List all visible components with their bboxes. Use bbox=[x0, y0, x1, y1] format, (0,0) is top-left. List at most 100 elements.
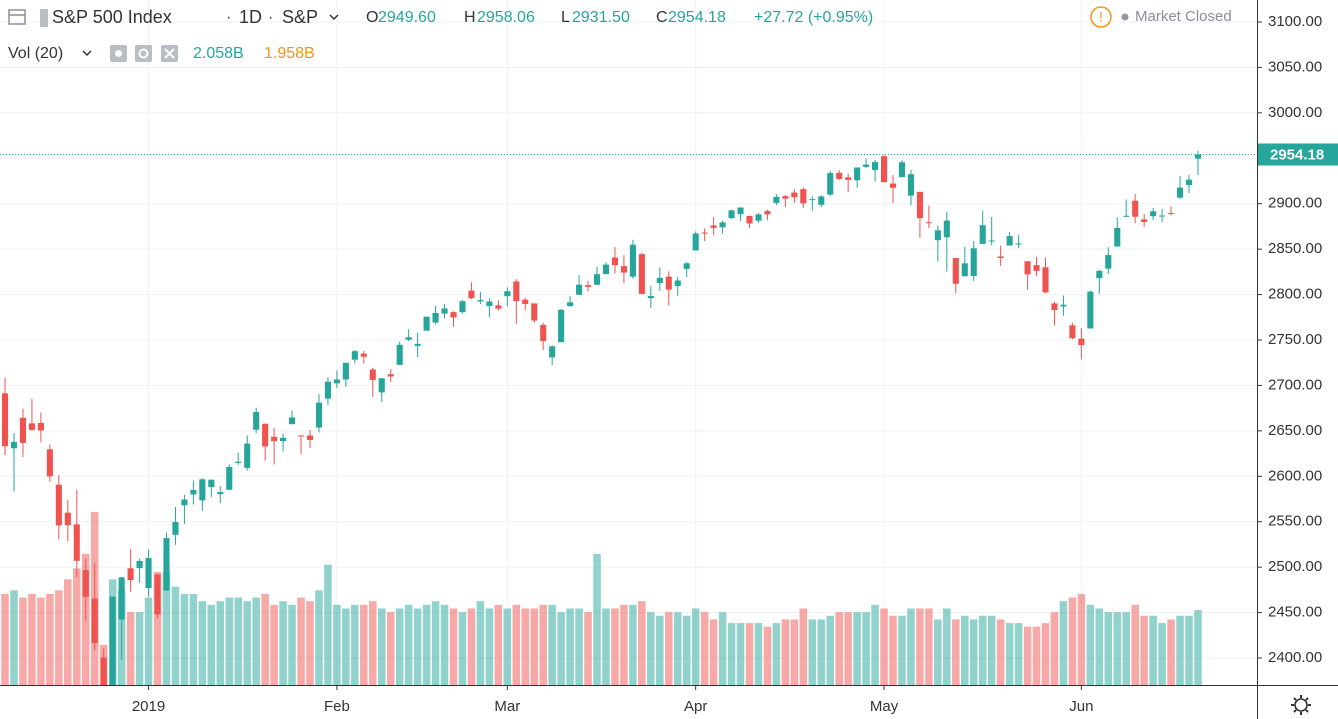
x-tick-label: Jun bbox=[1069, 698, 1093, 715]
candle-body bbox=[836, 172, 843, 179]
volume-bar bbox=[180, 593, 189, 685]
candle-body bbox=[845, 177, 852, 180]
volume-bar bbox=[252, 597, 260, 685]
close-value: 2954.18 bbox=[668, 9, 726, 26]
settings-icon-gear bbox=[138, 48, 149, 59]
candle-body bbox=[629, 244, 636, 277]
volume-bar bbox=[1041, 623, 1050, 685]
volume-bar bbox=[1149, 615, 1157, 685]
candle-body bbox=[163, 538, 170, 591]
volume-bar bbox=[1095, 608, 1104, 685]
volume-bar bbox=[826, 615, 834, 685]
grid bbox=[0, 0, 1257, 685]
candle-body bbox=[1141, 219, 1148, 223]
candle-body bbox=[558, 309, 565, 343]
candle-body bbox=[961, 263, 968, 277]
volume-bar bbox=[1032, 626, 1041, 685]
candle-body bbox=[73, 524, 80, 561]
candle-body bbox=[531, 303, 538, 321]
volume-bar bbox=[28, 593, 36, 685]
volume-bar bbox=[539, 604, 547, 685]
volume-bar bbox=[288, 604, 296, 685]
volume-bar bbox=[996, 619, 1005, 685]
candle-body bbox=[145, 558, 152, 589]
volume-bar bbox=[1086, 604, 1095, 685]
volume-bar bbox=[862, 612, 870, 685]
candle-body bbox=[226, 466, 233, 490]
candle-body bbox=[1168, 213, 1175, 215]
candle-body bbox=[567, 302, 574, 307]
candle-body bbox=[898, 162, 906, 178]
volume-bar bbox=[324, 564, 332, 685]
y-tick-label: 2900.00 bbox=[1268, 195, 1322, 212]
volume-bar bbox=[377, 608, 386, 685]
volume-bar bbox=[1185, 615, 1193, 685]
candle-body bbox=[1105, 255, 1112, 269]
menu-icon[interactable] bbox=[8, 9, 26, 25]
volume-bar bbox=[395, 608, 404, 685]
candle-body bbox=[387, 374, 394, 377]
volume-bar bbox=[781, 619, 790, 685]
chevron[interactable] bbox=[82, 50, 92, 57]
gear-teeth bbox=[1291, 695, 1311, 715]
volume-bar bbox=[126, 612, 135, 685]
volume-bar bbox=[207, 604, 216, 685]
candle-body bbox=[889, 183, 897, 188]
candle-body bbox=[289, 417, 296, 425]
volume-label[interactable]: Vol (20) bbox=[8, 45, 63, 62]
y-tick-label: 2550.00 bbox=[1268, 513, 1322, 530]
candle-body bbox=[800, 189, 807, 204]
volume-bar bbox=[476, 601, 485, 685]
volume-bar bbox=[647, 612, 655, 685]
settings-gear[interactable] bbox=[1291, 695, 1311, 715]
candle-body bbox=[1114, 227, 1121, 247]
volume-bar bbox=[745, 623, 754, 685]
volume-bar bbox=[37, 597, 45, 685]
x-tick-label: Mar bbox=[494, 698, 520, 715]
candle-body bbox=[414, 343, 421, 346]
candle-body bbox=[360, 353, 367, 357]
volume-bar bbox=[1131, 604, 1139, 685]
interval[interactable]: 1D bbox=[239, 7, 262, 27]
warning-icon[interactable] bbox=[1090, 6, 1112, 28]
volume-bar bbox=[342, 608, 350, 685]
high-label: H bbox=[464, 9, 476, 26]
open-value: 2949.60 bbox=[378, 9, 436, 26]
volume-bar bbox=[1104, 612, 1113, 685]
settings-icon[interactable] bbox=[135, 45, 152, 62]
volume-bar bbox=[1122, 612, 1130, 685]
candle-body bbox=[1015, 243, 1022, 245]
volume-bar bbox=[943, 608, 951, 685]
candle-body bbox=[172, 522, 179, 535]
candle-body bbox=[925, 222, 932, 224]
candle-body bbox=[602, 264, 610, 275]
volume-bar bbox=[485, 608, 494, 685]
candle-body bbox=[315, 402, 323, 428]
volume-bar bbox=[1, 593, 9, 685]
symbol[interactable]: S&P 500 Index bbox=[52, 7, 172, 27]
volume-bar bbox=[898, 615, 906, 685]
candle-body bbox=[423, 316, 430, 331]
volume-bar bbox=[566, 608, 574, 685]
candle-body bbox=[235, 461, 242, 463]
chevron[interactable] bbox=[329, 14, 339, 21]
candle-body bbox=[970, 248, 977, 277]
y-tick-label: 2400.00 bbox=[1268, 649, 1322, 666]
volume-bar bbox=[638, 601, 646, 685]
volume-bar bbox=[19, 597, 27, 685]
y-tick-label: 2800.00 bbox=[1268, 286, 1322, 303]
volume-bar bbox=[987, 615, 996, 685]
candle-body bbox=[611, 257, 619, 265]
candle-body bbox=[486, 301, 493, 306]
volume-bar bbox=[10, 590, 18, 685]
candle-body bbox=[280, 437, 287, 442]
low-label: L bbox=[561, 9, 570, 26]
y-tick-label: 3100.00 bbox=[1268, 13, 1322, 30]
volume-bar bbox=[844, 612, 852, 685]
volume-bar bbox=[1194, 610, 1202, 685]
candle-body bbox=[19, 417, 27, 443]
candle-body bbox=[755, 214, 762, 221]
volume-bar bbox=[1077, 593, 1086, 685]
volume-bar bbox=[700, 612, 709, 685]
